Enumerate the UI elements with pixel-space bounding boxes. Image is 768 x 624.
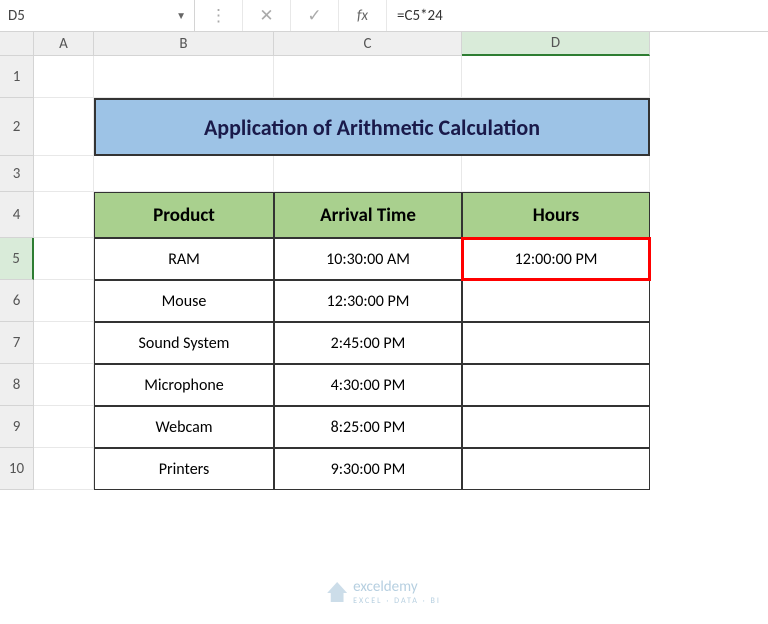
col-head-c[interactable]: C <box>274 32 462 56</box>
header-hours[interactable]: Hours <box>462 192 650 238</box>
cell-a3[interactable] <box>34 156 94 192</box>
row-head-1[interactable]: 1 <box>0 56 34 98</box>
row-head-2[interactable]: 2 <box>0 98 34 156</box>
arrival-6[interactable]: 12:30:00 PM <box>274 280 462 322</box>
arrival-8[interactable]: 4:30:00 PM <box>274 364 462 406</box>
expand-dots-icon[interactable]: ⋮ <box>195 0 243 31</box>
arrival-7[interactable]: 2:45:00 PM <box>274 322 462 364</box>
cell-a5[interactable] <box>34 238 94 280</box>
col-head-b[interactable]: B <box>94 32 274 56</box>
watermark: exceldemy EXCEL · DATA · BI <box>327 578 441 606</box>
formula-input[interactable]: =C5*24 <box>387 7 453 25</box>
cell-c3[interactable] <box>274 156 462 192</box>
col-head-a[interactable]: A <box>34 32 94 56</box>
watermark-tag: EXCEL · DATA · BI <box>353 596 441 606</box>
name-box-value: D5 <box>8 7 25 25</box>
arrival-5[interactable]: 10:30:00 AM <box>274 238 462 280</box>
row-head-3[interactable]: 3 <box>0 156 34 192</box>
product-9[interactable]: Webcam <box>94 406 274 448</box>
col-head-d[interactable]: D <box>462 32 650 56</box>
product-8[interactable]: Microphone <box>94 364 274 406</box>
cell-d1[interactable] <box>462 56 650 98</box>
name-box-dropdown-icon[interactable]: ▼ <box>176 9 186 22</box>
cell-a1[interactable] <box>34 56 94 98</box>
cell-a2[interactable] <box>34 98 94 156</box>
watermark-name: exceldemy <box>353 578 417 596</box>
fx-icon[interactable]: fx <box>339 0 387 31</box>
header-product[interactable]: Product <box>94 192 274 238</box>
arrival-9[interactable]: 8:25:00 PM <box>274 406 462 448</box>
hours-9[interactable] <box>462 406 650 448</box>
product-6[interactable]: Mouse <box>94 280 274 322</box>
formula-controls: ⋮ ✕ ✓ fx =C5*24 <box>195 0 768 31</box>
cell-a6[interactable] <box>34 280 94 322</box>
cell-a4[interactable] <box>34 192 94 238</box>
row-head-6[interactable]: 6 <box>0 280 34 322</box>
row-head-8[interactable]: 8 <box>0 364 34 406</box>
product-7[interactable]: Sound System <box>94 322 274 364</box>
cell-a7[interactable] <box>34 322 94 364</box>
cell-b3[interactable] <box>94 156 274 192</box>
enter-check-icon[interactable]: ✓ <box>291 0 339 31</box>
arrival-10[interactable]: 9:30:00 PM <box>274 448 462 490</box>
cell-a8[interactable] <box>34 364 94 406</box>
name-box[interactable]: D5 ▼ <box>0 0 195 31</box>
hours-8[interactable] <box>462 364 650 406</box>
header-arrival[interactable]: Arrival Time <box>274 192 462 238</box>
row-head-7[interactable]: 7 <box>0 322 34 364</box>
cell-c1[interactable] <box>274 56 462 98</box>
formula-bar: D5 ▼ ⋮ ✕ ✓ fx =C5*24 <box>0 0 768 32</box>
hours-7[interactable] <box>462 322 650 364</box>
product-5[interactable]: RAM <box>94 238 274 280</box>
row-head-4[interactable]: 4 <box>0 192 34 238</box>
watermark-text: exceldemy EXCEL · DATA · BI <box>353 578 441 606</box>
hours-10[interactable] <box>462 448 650 490</box>
cell-a9[interactable] <box>34 406 94 448</box>
row-head-10[interactable]: 10 <box>0 448 34 490</box>
cancel-icon[interactable]: ✕ <box>243 0 291 31</box>
product-10[interactable]: Printers <box>94 448 274 490</box>
watermark-icon <box>327 582 347 602</box>
select-all-corner[interactable] <box>0 32 34 56</box>
cell-d3[interactable] <box>462 156 650 192</box>
title-cell[interactable]: Application of Arithmetic Calculation <box>94 98 650 156</box>
spreadsheet-grid: A B C D 1 2 Application of Arithmetic Ca… <box>0 32 768 490</box>
cell-a10[interactable] <box>34 448 94 490</box>
hours-6[interactable] <box>462 280 650 322</box>
row-head-5[interactable]: 5 <box>0 238 34 280</box>
row-head-9[interactable]: 9 <box>0 406 34 448</box>
hours-5[interactable]: 12:00:00 PM <box>462 238 650 280</box>
cell-b1[interactable] <box>94 56 274 98</box>
